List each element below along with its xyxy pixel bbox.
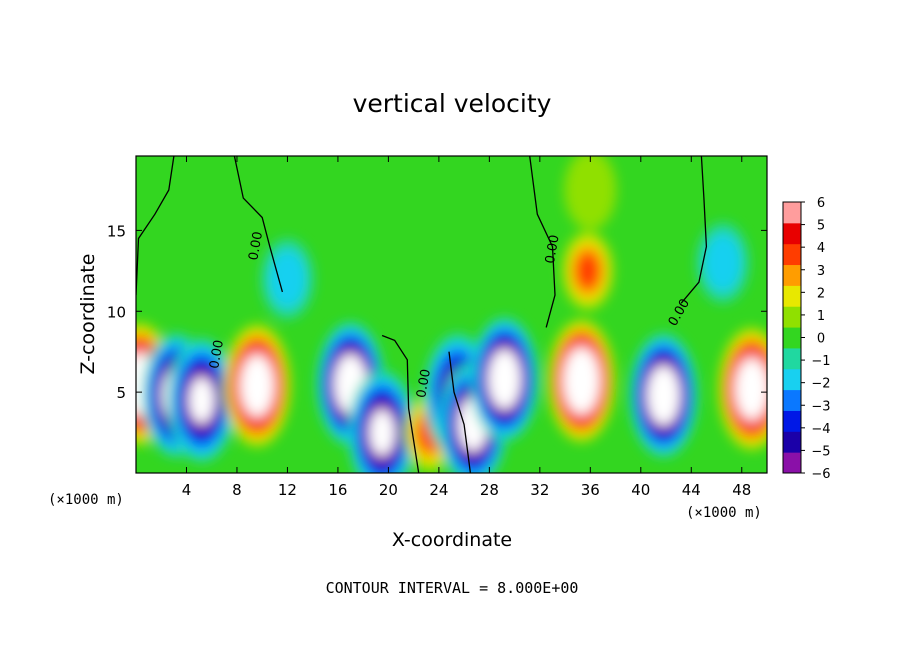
- x-tick-label: 36: [581, 481, 600, 499]
- x-tick-label: 32: [530, 481, 549, 499]
- x-unit-right: (×1000 m): [686, 505, 762, 521]
- y-axis-label: Z-coordinate: [77, 254, 99, 375]
- x-tick-label: 24: [429, 481, 448, 499]
- colorbar-tick-label: 2: [817, 286, 825, 301]
- velocity-cell: [744, 375, 760, 403]
- colorbar-segment: [783, 202, 801, 224]
- y-tick-label: 5: [116, 384, 126, 402]
- colorbar-segment: [783, 368, 801, 391]
- colorbar-segment: [783, 222, 801, 245]
- x-tick-label: 16: [328, 481, 347, 499]
- colorbar-segment: [783, 452, 801, 474]
- colorbar-tick-label: 3: [817, 264, 825, 279]
- velocity-cell: [656, 381, 671, 409]
- x-tick-label: 40: [631, 481, 650, 499]
- colorbar-tick-label: −6: [811, 467, 830, 482]
- colorbar-segment: [783, 389, 801, 411]
- colorbar-tick-label: 6: [817, 196, 825, 211]
- zero-contour-line: [136, 156, 175, 296]
- colorbar-tick-label: −5: [811, 444, 830, 459]
- x-tick-label: 12: [278, 481, 297, 499]
- zero-contour-line: [529, 156, 556, 328]
- colorbar-segment: [783, 285, 801, 307]
- velocity-cell: [575, 252, 600, 290]
- colorbar-segment: [783, 306, 801, 328]
- colorbar-tick-label: 5: [817, 219, 825, 234]
- x-tick-label: 4: [182, 481, 192, 499]
- colorbar-tick-label: 4: [817, 241, 825, 256]
- x-tick-label: 44: [682, 481, 701, 499]
- x-tick-label: 48: [732, 481, 751, 499]
- colorbar-segment: [783, 327, 801, 349]
- zero-contour-line: [680, 156, 708, 304]
- contour-interval-note: CONTOUR INTERVAL = 8.000E+00: [326, 579, 579, 597]
- y-tick-label: 10: [107, 303, 126, 321]
- velocity-cell: [564, 156, 617, 230]
- colorbar-segment: [783, 431, 801, 453]
- colorbar-tick-label: −2: [811, 377, 830, 392]
- x-tick-label: 8: [232, 481, 242, 499]
- x-axis-label: X-coordinate: [392, 529, 512, 551]
- velocity-cell: [464, 409, 482, 440]
- velocity-cell: [249, 372, 265, 400]
- colorbar-tick-label: 1: [817, 309, 825, 324]
- colorbar-segment: [783, 347, 801, 370]
- colorbar-segment: [783, 243, 801, 266]
- plot-frame: [135, 155, 768, 474]
- velocity-cell: [704, 234, 742, 292]
- velocity-cell: [192, 383, 211, 417]
- velocity-cell: [268, 250, 307, 308]
- x-tick-label: 20: [379, 481, 398, 499]
- zero-contour-line: [381, 334, 420, 473]
- zero-contour-line: [448, 351, 472, 473]
- chart-title: vertical velocity: [353, 89, 552, 118]
- colorbar-segment: [783, 410, 801, 432]
- x-tick-label: 28: [480, 481, 499, 499]
- colorbar: 6 5 4 3 2 1 0 −1 −2 −3 −4 −5 −6: [782, 196, 831, 482]
- contour-label: 0.00: [207, 339, 227, 370]
- colorbar-tick-label: −1: [811, 354, 830, 369]
- velocity-cell: [574, 368, 589, 394]
- velocity-cell: [373, 416, 392, 449]
- plot-area: 0.00 0.000.000.000.00: [136, 156, 767, 473]
- x-unit-left: (×1000 m): [48, 492, 124, 508]
- colorbar-tick-label: 0: [817, 332, 825, 347]
- contour-label: 0.00: [543, 234, 563, 265]
- velocity-cell: [497, 365, 512, 393]
- colorbar-tick-label: −3: [811, 399, 830, 414]
- zero-contour-line: [233, 156, 284, 293]
- y-tick-label: 15: [107, 222, 126, 240]
- colorbar-tick-label: −4: [811, 422, 830, 437]
- velocity-cell: [343, 370, 358, 398]
- contour-label: 0.00: [414, 368, 434, 399]
- contour-label: 0.00: [246, 230, 266, 261]
- colorbar-segment: [783, 264, 801, 286]
